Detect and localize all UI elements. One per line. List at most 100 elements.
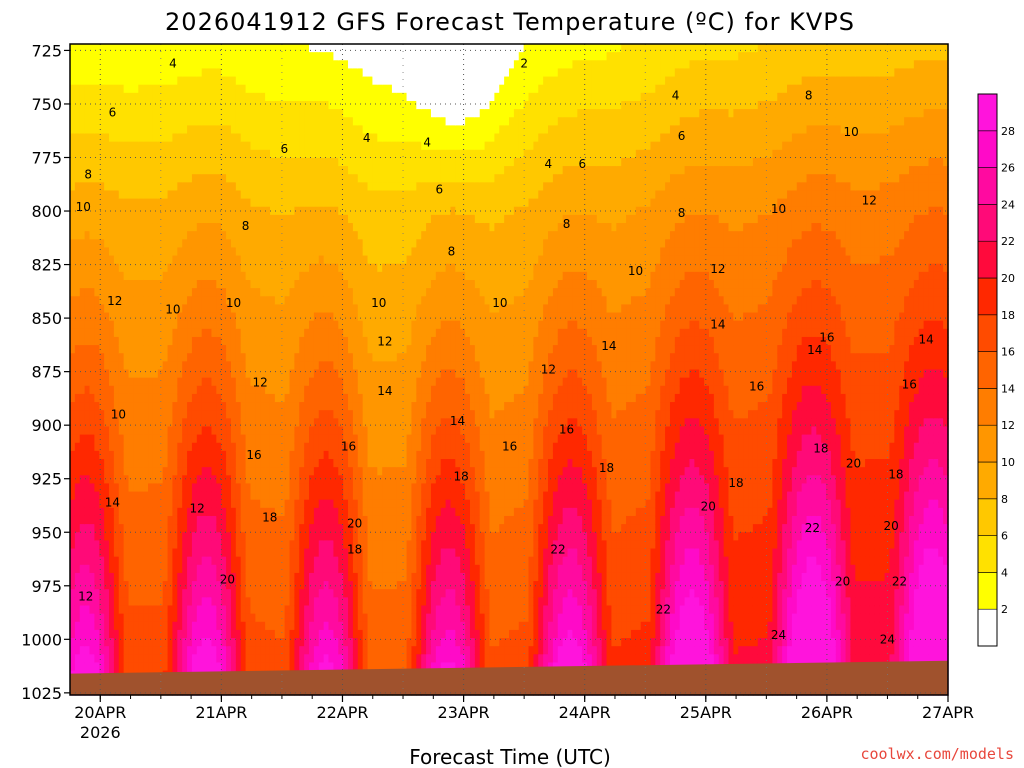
heatmap-cell	[104, 296, 110, 305]
heatmap-cell	[191, 231, 198, 240]
heatmap-cell	[279, 52, 286, 61]
heatmap-cell	[245, 52, 252, 61]
heatmap-cell	[157, 60, 164, 70]
heatmap-cell	[309, 402, 315, 411]
heatmap-cell	[323, 239, 330, 249]
heatmap-cell	[250, 556, 256, 566]
heatmap-cell	[211, 76, 217, 86]
heatmap-cell	[118, 263, 125, 273]
heatmap-cell	[323, 296, 330, 305]
heatmap-cell	[333, 589, 339, 598]
heatmap-cell	[269, 662, 276, 672]
heatmap-cell	[343, 149, 349, 159]
heatmap-cell	[338, 174, 344, 183]
heatmap-cell	[348, 540, 354, 550]
heatmap-cell	[230, 206, 237, 216]
heatmap-cell	[201, 125, 208, 135]
heatmap-cell	[70, 646, 76, 655]
heatmap-cell	[99, 223, 105, 232]
heatmap-cell	[221, 581, 227, 590]
heatmap-cell	[269, 540, 276, 550]
heatmap-cell	[289, 214, 295, 224]
heatmap-cell	[177, 100, 183, 110]
heatmap-cell	[70, 353, 76, 362]
heatmap-cell	[313, 605, 320, 615]
heatmap-cell	[211, 605, 217, 615]
heatmap-cell	[94, 133, 100, 143]
heatmap-cell	[172, 60, 178, 70]
heatmap-cell	[245, 393, 252, 403]
heatmap-cell	[201, 328, 208, 338]
heatmap-cell	[123, 312, 130, 322]
heatmap-cell	[211, 385, 217, 395]
heatmap-cell	[70, 540, 76, 550]
heatmap-cell	[206, 288, 213, 297]
heatmap-cell	[182, 434, 188, 444]
heatmap-cell	[89, 483, 95, 493]
heatmap-cell	[284, 491, 291, 501]
heatmap-cell	[304, 239, 310, 249]
heatmap-cell	[211, 255, 217, 265]
heatmap-cell	[157, 52, 164, 61]
heatmap-cell	[250, 662, 256, 672]
heatmap-cell	[187, 385, 193, 395]
heatmap-cell	[74, 532, 81, 541]
heatmap-cell	[109, 214, 115, 224]
heatmap-cell	[333, 84, 339, 94]
heatmap-cell	[196, 475, 203, 485]
heatmap-cell	[245, 499, 252, 509]
heatmap-cell	[216, 214, 222, 224]
heatmap-cell	[284, 206, 291, 216]
heatmap-cell	[79, 532, 86, 541]
heatmap-cell	[240, 532, 247, 541]
heatmap-cell	[235, 125, 242, 135]
heatmap-cell	[309, 166, 315, 175]
heatmap-cell	[74, 507, 81, 517]
heatmap-cell	[221, 410, 227, 419]
heatmap-cell	[309, 76, 315, 86]
heatmap-cell	[70, 345, 76, 354]
heatmap-cell	[99, 491, 105, 501]
heatmap-cell	[84, 369, 91, 379]
heatmap-cell	[138, 149, 144, 159]
heatmap-cell	[187, 613, 193, 623]
heatmap-cell	[235, 320, 242, 330]
heatmap-cell	[138, 296, 144, 305]
heatmap-cell	[211, 556, 217, 566]
heatmap-cell	[94, 556, 100, 566]
heatmap-cell	[148, 564, 154, 574]
heatmap-cell	[182, 92, 188, 102]
heatmap-cell	[352, 149, 359, 159]
heatmap-cell	[79, 100, 86, 110]
heatmap-cell	[323, 402, 330, 411]
heatmap-cell	[70, 467, 76, 476]
heatmap-cell	[294, 239, 300, 249]
heatmap-cell	[123, 621, 130, 631]
heatmap-cell	[294, 418, 300, 428]
heatmap-cell	[128, 499, 135, 509]
heatmap-cell	[250, 434, 256, 444]
heatmap-cell	[333, 271, 339, 281]
heatmap-cell	[284, 133, 291, 143]
heatmap-cell	[177, 60, 183, 70]
heatmap-cell	[182, 157, 188, 167]
heatmap-cell	[269, 117, 276, 126]
heatmap-cell	[109, 499, 115, 509]
heatmap-cell	[357, 475, 364, 485]
heatmap-cell	[133, 572, 139, 582]
heatmap-cell	[343, 402, 349, 411]
heatmap-cell	[279, 44, 286, 53]
heatmap-cell	[201, 377, 208, 387]
heatmap-cell	[148, 418, 154, 428]
heatmap-cell	[123, 109, 130, 118]
heatmap-cell	[138, 515, 144, 525]
heatmap-cell	[245, 646, 252, 655]
heatmap-cell	[328, 418, 334, 428]
heatmap-cell	[109, 540, 115, 550]
heatmap-cell	[113, 288, 120, 297]
heatmap-cell	[333, 540, 339, 550]
heatmap-cell	[143, 239, 149, 249]
heatmap-cell	[152, 353, 159, 362]
heatmap-cell	[187, 556, 193, 566]
heatmap-cell	[99, 662, 105, 672]
